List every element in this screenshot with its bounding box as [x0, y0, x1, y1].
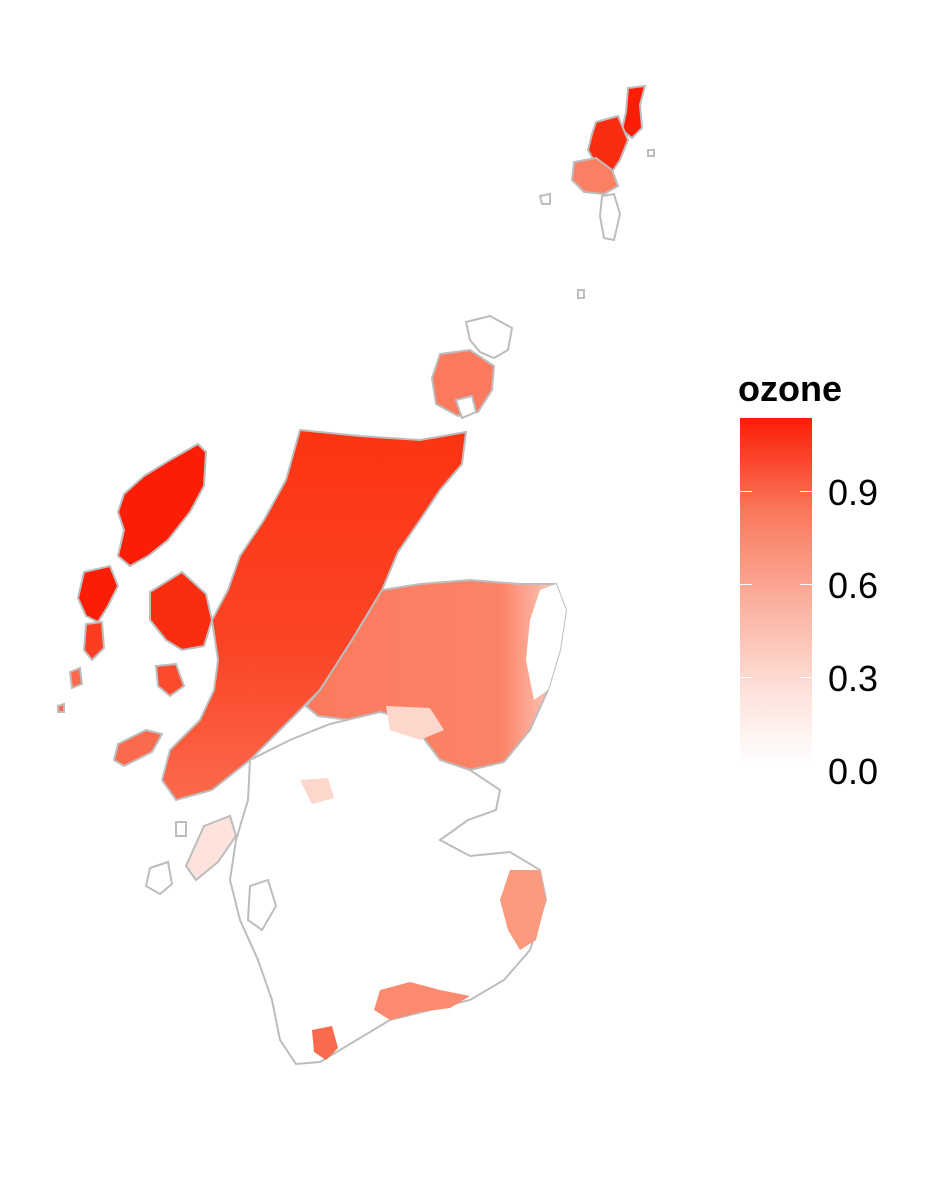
legend-tick-0.3: [740, 677, 752, 678]
south-east-patches: [300, 706, 546, 1060]
legend: ozone 0.9 0.6 0.3 0.0: [738, 368, 918, 808]
legend-tick-0.6: [740, 584, 752, 585]
legend-tick-0.9-right: [800, 491, 812, 492]
shetland-region: [538, 84, 655, 299]
central-belt-region: [228, 710, 548, 1066]
legend-label-0.9: 0.9: [828, 472, 879, 513]
outer-hebrides-region: [57, 442, 208, 713]
legend-tick-0.6-right: [800, 584, 812, 585]
legend-tick-0.9: [740, 491, 752, 492]
legend-title: ozone: [738, 368, 842, 409]
legend-tick-0.3-right: [800, 677, 812, 678]
skye-region: [112, 570, 214, 768]
legend-label-0.6: 0.6: [828, 565, 879, 606]
legend-label-0.3: 0.3: [828, 658, 879, 699]
legend-color-bar: [740, 418, 812, 764]
legend-label-0.0: 0.0: [828, 751, 879, 792]
aberdeen-coast-region: [526, 584, 566, 700]
orkney-region: [430, 314, 514, 420]
northern-highlands-region: [160, 428, 468, 802]
inner-hebrides-south: [144, 814, 278, 932]
